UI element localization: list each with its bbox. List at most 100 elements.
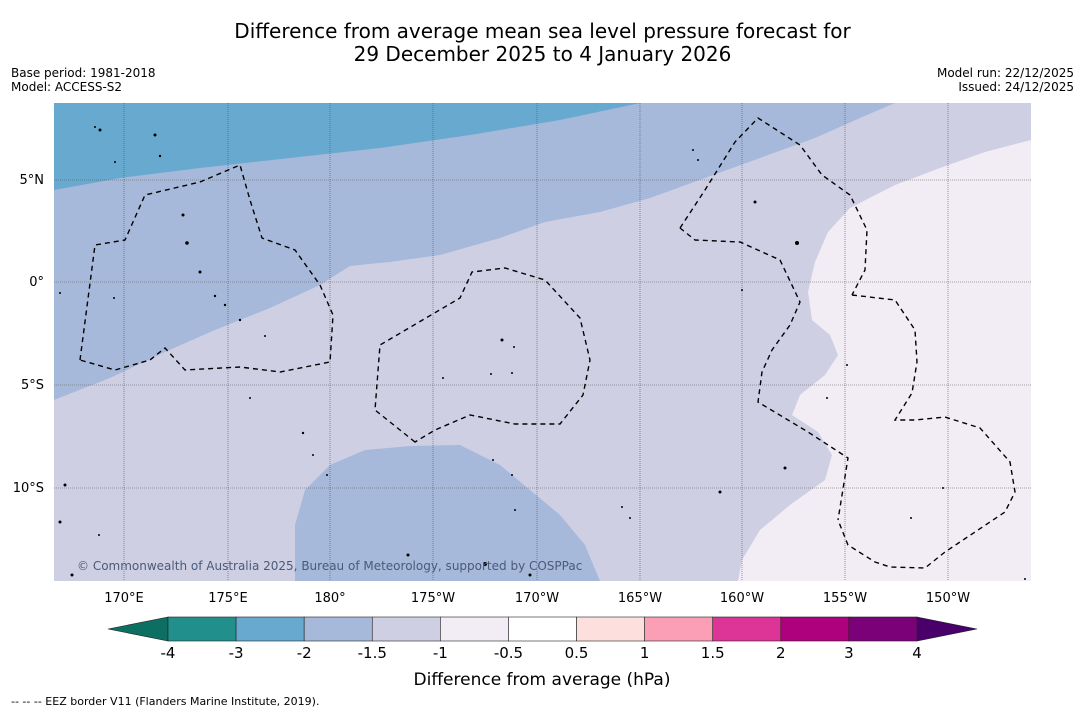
island [514, 509, 516, 511]
colorbar-tick-label: -3 [229, 644, 244, 662]
colorbar-tick-label: 4 [912, 644, 922, 662]
lon-label-150w: 150°W [926, 591, 970, 606]
eez-border-northeast-top [679, 117, 868, 296]
island [181, 213, 185, 217]
colorbar: -4 -3 -2 -1.5 -1 -0.5 0.5 1 1.5 2 3 4 Difference fr… [107, 616, 978, 690]
map-title: Difference from average mean sea level p… [0, 20, 1085, 66]
island [158, 154, 162, 158]
colorbar-bin [303, 616, 373, 642]
island [249, 397, 251, 399]
island [63, 483, 67, 487]
island [629, 517, 631, 519]
island [692, 149, 694, 151]
island [753, 200, 757, 204]
colorbar-extend-min [107, 616, 169, 642]
colorbar-tick-label: -1.5 [358, 644, 387, 662]
eez-border-east [837, 294, 1016, 569]
lon-label-175w: 175°W [411, 591, 455, 606]
island [442, 377, 444, 379]
island [185, 241, 189, 245]
colorbar-tick-label: 1 [640, 644, 650, 662]
lat-label-10s: 10°S [13, 481, 44, 496]
colorbar-bins [167, 616, 918, 642]
island [301, 431, 305, 435]
island [238, 318, 242, 322]
island [98, 128, 102, 132]
model-run: Model run: 22/12/2025 [936, 66, 1074, 80]
colorbar-tick-label: -1 [433, 644, 448, 662]
field-neg3-to-neg2 [54, 103, 640, 190]
colorbar-tick-label: -2 [297, 644, 312, 662]
island [1024, 578, 1026, 580]
lon-label-165w: 165°W [618, 591, 662, 606]
colorbar-tick-label: 0.5 [565, 644, 589, 662]
meta-right: Model run: 22/12/2025 Issued: 24/12/2025 [937, 66, 1074, 94]
model-name: Model: ACCESS-S2 [11, 80, 123, 94]
colorbar-bin [576, 616, 645, 642]
island [513, 346, 515, 348]
lon-label-170w: 170°W [515, 591, 559, 606]
eez-border-northeast [679, 227, 849, 521]
lon-label-175e: 175°E [208, 591, 248, 606]
lon-label-170e: 170°E [104, 591, 144, 606]
lon-label-180: 180° [314, 591, 345, 606]
island [59, 292, 61, 294]
lat-labels: 5°N 0° 5°S 10°S [13, 173, 44, 496]
title-line-2: 29 December 2025 to 4 January 2026 [353, 42, 732, 66]
island [213, 294, 217, 298]
base-period: Base period: 1981-2018 [11, 66, 156, 80]
island [406, 553, 410, 557]
island [528, 573, 532, 577]
colorbar-extend-max [916, 616, 978, 642]
colorbar-tick-label: -4 [161, 644, 176, 662]
island [58, 520, 62, 524]
colorbar-bin [167, 616, 237, 642]
island [483, 562, 487, 566]
island [70, 573, 74, 577]
colorbar-bin [644, 616, 714, 642]
colorbar-bin [848, 616, 918, 642]
island [621, 506, 623, 508]
island [113, 297, 115, 299]
island [94, 126, 96, 128]
lat-label-5s: 5°S [21, 378, 44, 393]
island [942, 487, 944, 489]
colorbar-bin [440, 616, 509, 642]
field-neg2-to-neg1-5-north [54, 103, 895, 400]
island [910, 517, 912, 519]
island [511, 474, 513, 476]
meta-left: Base period: 1981-2018 Model: ACCESS-S2 [11, 66, 156, 94]
island [153, 133, 157, 137]
island [490, 373, 492, 375]
lat-label-0: 0° [29, 275, 44, 290]
lat-label-5n: 5°N [20, 173, 45, 188]
island [198, 270, 202, 274]
graticule [54, 103, 1031, 581]
island [741, 289, 743, 291]
island [264, 335, 266, 337]
island [326, 474, 328, 476]
field-neg2-to-neg1-5-south [295, 445, 600, 581]
islands [58, 126, 1026, 580]
island [500, 338, 504, 342]
colorbar-tick-label: -0.5 [494, 644, 523, 662]
pressure-field [54, 103, 1031, 581]
island [98, 534, 100, 536]
lon-label-160w: 160°W [720, 591, 764, 606]
island [492, 459, 494, 461]
colorbar-bin [371, 616, 441, 642]
eez-border-central [374, 267, 591, 443]
colorbar-bin [712, 616, 782, 642]
island [795, 241, 799, 245]
colorbar-tick-label: 1.5 [701, 644, 725, 662]
island [783, 466, 787, 470]
colorbar-bin [508, 616, 577, 642]
lon-labels: 170°E 175°E 180° 175°W 170°W 165°W 160°W… [104, 591, 970, 606]
island [718, 490, 722, 494]
eez-footnote: -- -- -- EEZ border V11 (Flanders Marine… [11, 695, 320, 708]
island [697, 159, 699, 161]
title-line-1: Difference from average mean sea level p… [234, 19, 851, 43]
copyright-notice: © Commonwealth of Australia 2025, Bureau… [77, 559, 582, 573]
field-neg1-to-neg0-5 [738, 140, 1031, 581]
